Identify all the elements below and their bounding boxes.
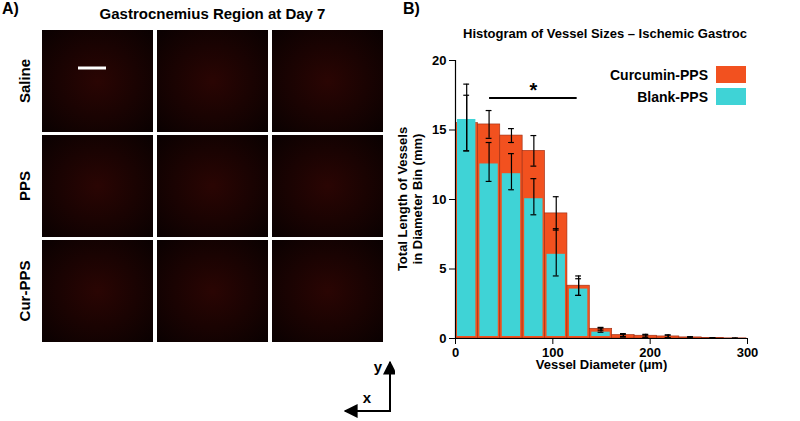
svg-text:Gastrocnemius Region at Day 7: Gastrocnemius Region at Day 7: [100, 5, 326, 22]
svg-text:300: 300: [737, 345, 759, 360]
svg-text:15: 15: [432, 122, 446, 137]
html-text:A): A): [2, 0, 19, 17]
svg-text:Saline: Saline: [16, 59, 33, 103]
svg-text:0: 0: [452, 345, 459, 360]
html-text:Blank-PPS: Blank-PPS: [637, 88, 708, 105]
svg-text:200: 200: [639, 344, 661, 360]
svg-text:Vessel Diameter (μm): Vessel Diameter (μm): [536, 357, 668, 372]
html-text:Histogram of Vessel Sizes – Is: Histogram of Vessel Sizes – Ischemic Gas…: [463, 26, 747, 41]
svg-text:100: 100: [542, 344, 564, 360]
svg-text:10: 10: [432, 192, 446, 207]
svg-text:x: x: [363, 389, 372, 406]
svg-text:*: *: [529, 79, 537, 101]
html-text:B): B): [403, 0, 420, 17]
svg-text:20: 20: [432, 53, 446, 68]
svg-text:PPS: PPS: [16, 171, 33, 201]
svg-text:0: 0: [439, 331, 446, 346]
svg-text:y: y: [374, 358, 383, 375]
svg-text:Cur-PPS: Cur-PPS: [16, 261, 33, 322]
svg-text:5: 5: [439, 261, 446, 276]
html-text:Curcumin-PPS: Curcumin-PPS: [610, 66, 708, 83]
svg-text:Total Length of Vessels: Total Length of Vessels: [395, 127, 410, 271]
svg-text:in Diameter Bin (mm): in Diameter Bin (mm): [410, 134, 425, 265]
